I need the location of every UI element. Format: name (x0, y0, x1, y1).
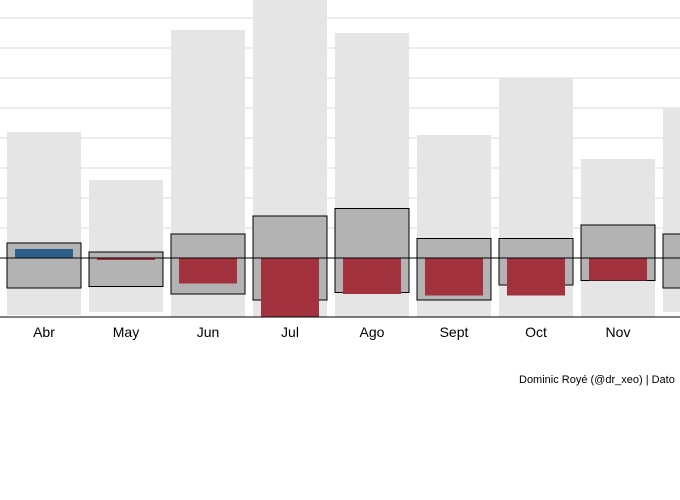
observed-bar-may (97, 258, 155, 260)
typical-box-may (88, 251, 164, 287)
month-label-nov: Nov (606, 324, 631, 340)
observed-bar-ago (343, 258, 401, 294)
observed-bar-jun (179, 258, 237, 284)
observed-bar-jul (261, 258, 319, 317)
month-label-jul: Jul (281, 324, 299, 340)
month-label-jun: Jun (197, 324, 220, 340)
month-labels: Abr May Jun Jul Ago Sept Oct Nov (33, 324, 630, 340)
month-label-abr: Abr (33, 324, 55, 340)
source-caption: Dominic Royé (@dr_xeo) | Dato (519, 374, 675, 386)
typical-box-partial (662, 233, 680, 289)
observed-bar-sept (425, 258, 483, 296)
month-label-sept: Sept (440, 324, 469, 340)
observed-bar-nov (589, 258, 647, 281)
month-label-ago: Ago (360, 324, 385, 340)
observed-bar-abr (15, 249, 73, 258)
month-label-may: May (113, 324, 139, 340)
range-bar-may (89, 180, 163, 312)
observed-anomaly-bars (15, 249, 647, 317)
month-label-oct: Oct (525, 324, 547, 340)
observed-bar-oct (507, 258, 565, 296)
